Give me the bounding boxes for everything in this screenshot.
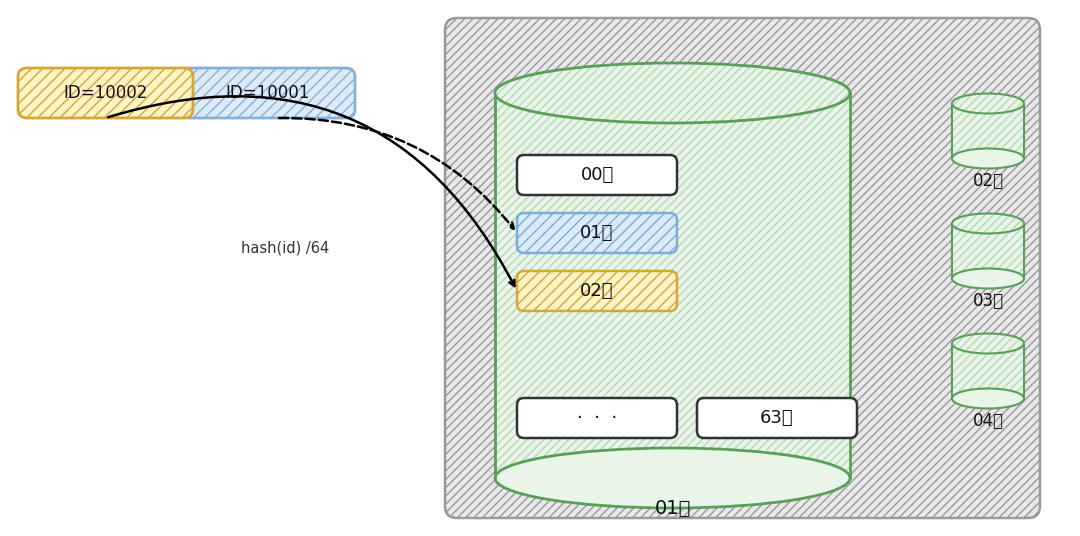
Text: 01库: 01库 (654, 498, 691, 517)
Text: 04库: 04库 (972, 412, 1003, 430)
Text: 03库: 03库 (972, 292, 1003, 310)
FancyBboxPatch shape (517, 155, 677, 195)
Ellipse shape (951, 213, 1024, 234)
Text: hash(id) /64: hash(id) /64 (241, 241, 329, 256)
Bar (951, 224, 1024, 279)
FancyBboxPatch shape (517, 213, 677, 253)
FancyBboxPatch shape (180, 68, 355, 118)
Bar (951, 103, 1024, 159)
FancyBboxPatch shape (18, 68, 193, 118)
Text: ID=10002: ID=10002 (64, 84, 148, 102)
Ellipse shape (951, 389, 1024, 408)
Text: 00表: 00表 (580, 166, 613, 184)
Ellipse shape (495, 63, 850, 123)
Text: 02表: 02表 (580, 282, 613, 300)
Text: 02库: 02库 (972, 172, 1003, 190)
Bar (951, 344, 1024, 398)
Bar (951, 103, 1024, 159)
Text: 01表: 01表 (580, 224, 613, 242)
FancyBboxPatch shape (697, 398, 858, 438)
Ellipse shape (951, 333, 1024, 354)
Ellipse shape (951, 148, 1024, 168)
Bar (951, 344, 1024, 398)
FancyBboxPatch shape (445, 18, 1040, 518)
Bar (495, 93, 850, 478)
Ellipse shape (951, 269, 1024, 288)
Ellipse shape (951, 93, 1024, 114)
Bar (951, 224, 1024, 279)
Text: 63表: 63表 (760, 409, 794, 427)
Text: ·  ·  ·: · · · (577, 409, 617, 427)
Text: ID=10001: ID=10001 (226, 84, 310, 102)
FancyBboxPatch shape (517, 398, 677, 438)
Ellipse shape (495, 448, 850, 508)
Bar (495, 93, 850, 478)
FancyBboxPatch shape (517, 271, 677, 311)
